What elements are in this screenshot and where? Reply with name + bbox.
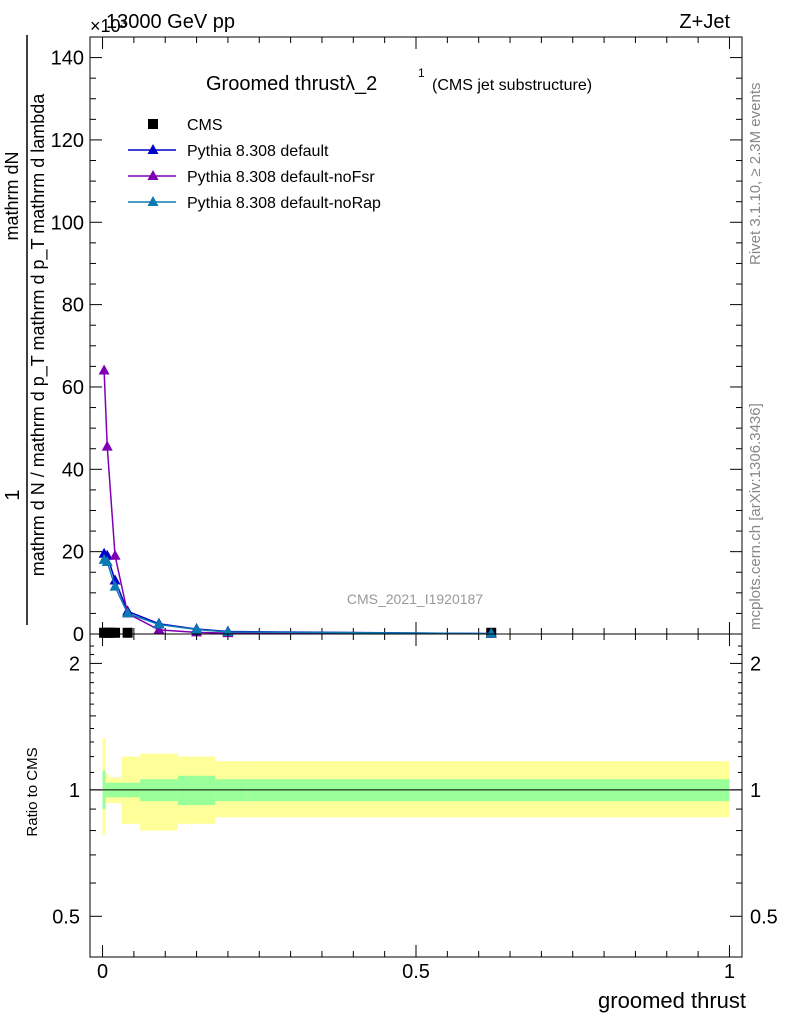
ratio-ylabel: Ratio to CMS <box>24 747 41 836</box>
y-label-denominator: mathrm d N / mathrm d p_T mathrm d p_T m… <box>28 93 49 576</box>
legend-marker-3 <box>147 196 159 206</box>
chart-title-sub: (CMS jet substructure) <box>432 77 592 94</box>
series-marker-3 <box>109 580 121 591</box>
y-tick-label: 120 <box>51 130 84 152</box>
inner-band-bin <box>177 775 216 806</box>
ratio-tick-label: 2 <box>69 653 80 675</box>
y-tick-label: 20 <box>62 542 84 564</box>
ratio-panel: 0.5 0.51 12 2 Ratio to CMS 0 0.5 1 groomed th… <box>24 633 778 1013</box>
x-tick-label: 1 <box>724 961 735 983</box>
y-tick-label: 140 <box>51 48 84 70</box>
chart-title: Groomed thrustλ_2 <box>206 73 377 95</box>
chart-title-sup: 1 <box>418 66 425 80</box>
y-axis-label: 1 mathrm dN mathrm d N / mathrm d p_T ma… <box>2 35 49 625</box>
x-tick-label: 0 <box>97 961 108 983</box>
ratio-bands <box>90 737 742 836</box>
legend-marker-0 <box>148 119 158 129</box>
series-marker-1 <box>109 574 121 585</box>
legend-marker-1 <box>147 144 159 154</box>
mcplots-label: mcplots.cern.ch [arXiv:1306.3436] <box>747 403 764 630</box>
ratio-tick-label: 1 <box>69 780 80 802</box>
ratio-axis-ticks: 0.5 0.5 1 1 2 2 <box>52 645 778 928</box>
ratio-tick-label-right: 1 <box>750 780 761 802</box>
series-marker-3 <box>153 618 165 629</box>
legend-label-1: Pythia 8.308 default <box>187 143 329 160</box>
x-axis-ticks: 0 0.5 1 <box>97 634 735 983</box>
legend-label-2: Pythia 8.308 default-noFsr <box>187 169 375 186</box>
y-tick-label: 60 <box>62 377 84 399</box>
series-marker-2 <box>98 364 110 375</box>
y-tick-label: 100 <box>51 212 84 234</box>
series-marker-3 <box>191 623 203 634</box>
y-tick-label: 40 <box>62 459 84 481</box>
y-exponent: ×10³ <box>90 16 127 36</box>
series-marker-3 <box>101 555 113 566</box>
series-marker-2 <box>153 623 165 634</box>
cms-data-point <box>110 627 121 638</box>
x-tick-label: 0.5 <box>402 961 430 983</box>
series-line-2 <box>103 370 492 635</box>
legend-marker-2 <box>147 170 159 180</box>
y-tick-label: 0 <box>73 624 84 646</box>
series-marker-3 <box>485 627 497 638</box>
y-label-numerator: mathrm dN <box>2 151 22 240</box>
series-marker-3 <box>122 607 134 618</box>
watermark: CMS_2021_I1920187 <box>347 591 483 607</box>
x-axis-label: groomed thrust <box>598 988 746 1013</box>
ratio-tick-label: 0.5 <box>52 906 80 928</box>
legend-label-3: Pythia 8.308 default-noRap <box>187 195 381 212</box>
top-axis-ticks: 0 20 40 60 80 100 120 140 <box>51 37 742 646</box>
legend-label-0: CMS <box>187 117 223 134</box>
series-marker-2 <box>101 440 113 451</box>
header-process: Z+Jet <box>679 11 730 33</box>
series-marker-3 <box>222 625 234 636</box>
cms-data-point <box>122 627 133 638</box>
ratio-tick-label-right: 2 <box>750 653 761 675</box>
series-line-3 <box>103 559 492 635</box>
header-energy: 13000 GeV pp <box>106 11 235 33</box>
y-label-prefix: 1 <box>2 489 24 500</box>
legend: CMS Pythia 8.308 default Pythia 8.308 defa… <box>128 117 381 212</box>
ratio-tick-label-right: 0.5 <box>750 906 778 928</box>
series-marker-2 <box>109 549 121 560</box>
main-panel: Groomed thrustλ_2 1 (CMS jet substructur… <box>2 35 743 646</box>
y-tick-label: 80 <box>62 295 84 317</box>
rivet-label: Rivet 3.1.10, ≥ 2.3M events <box>747 83 764 266</box>
